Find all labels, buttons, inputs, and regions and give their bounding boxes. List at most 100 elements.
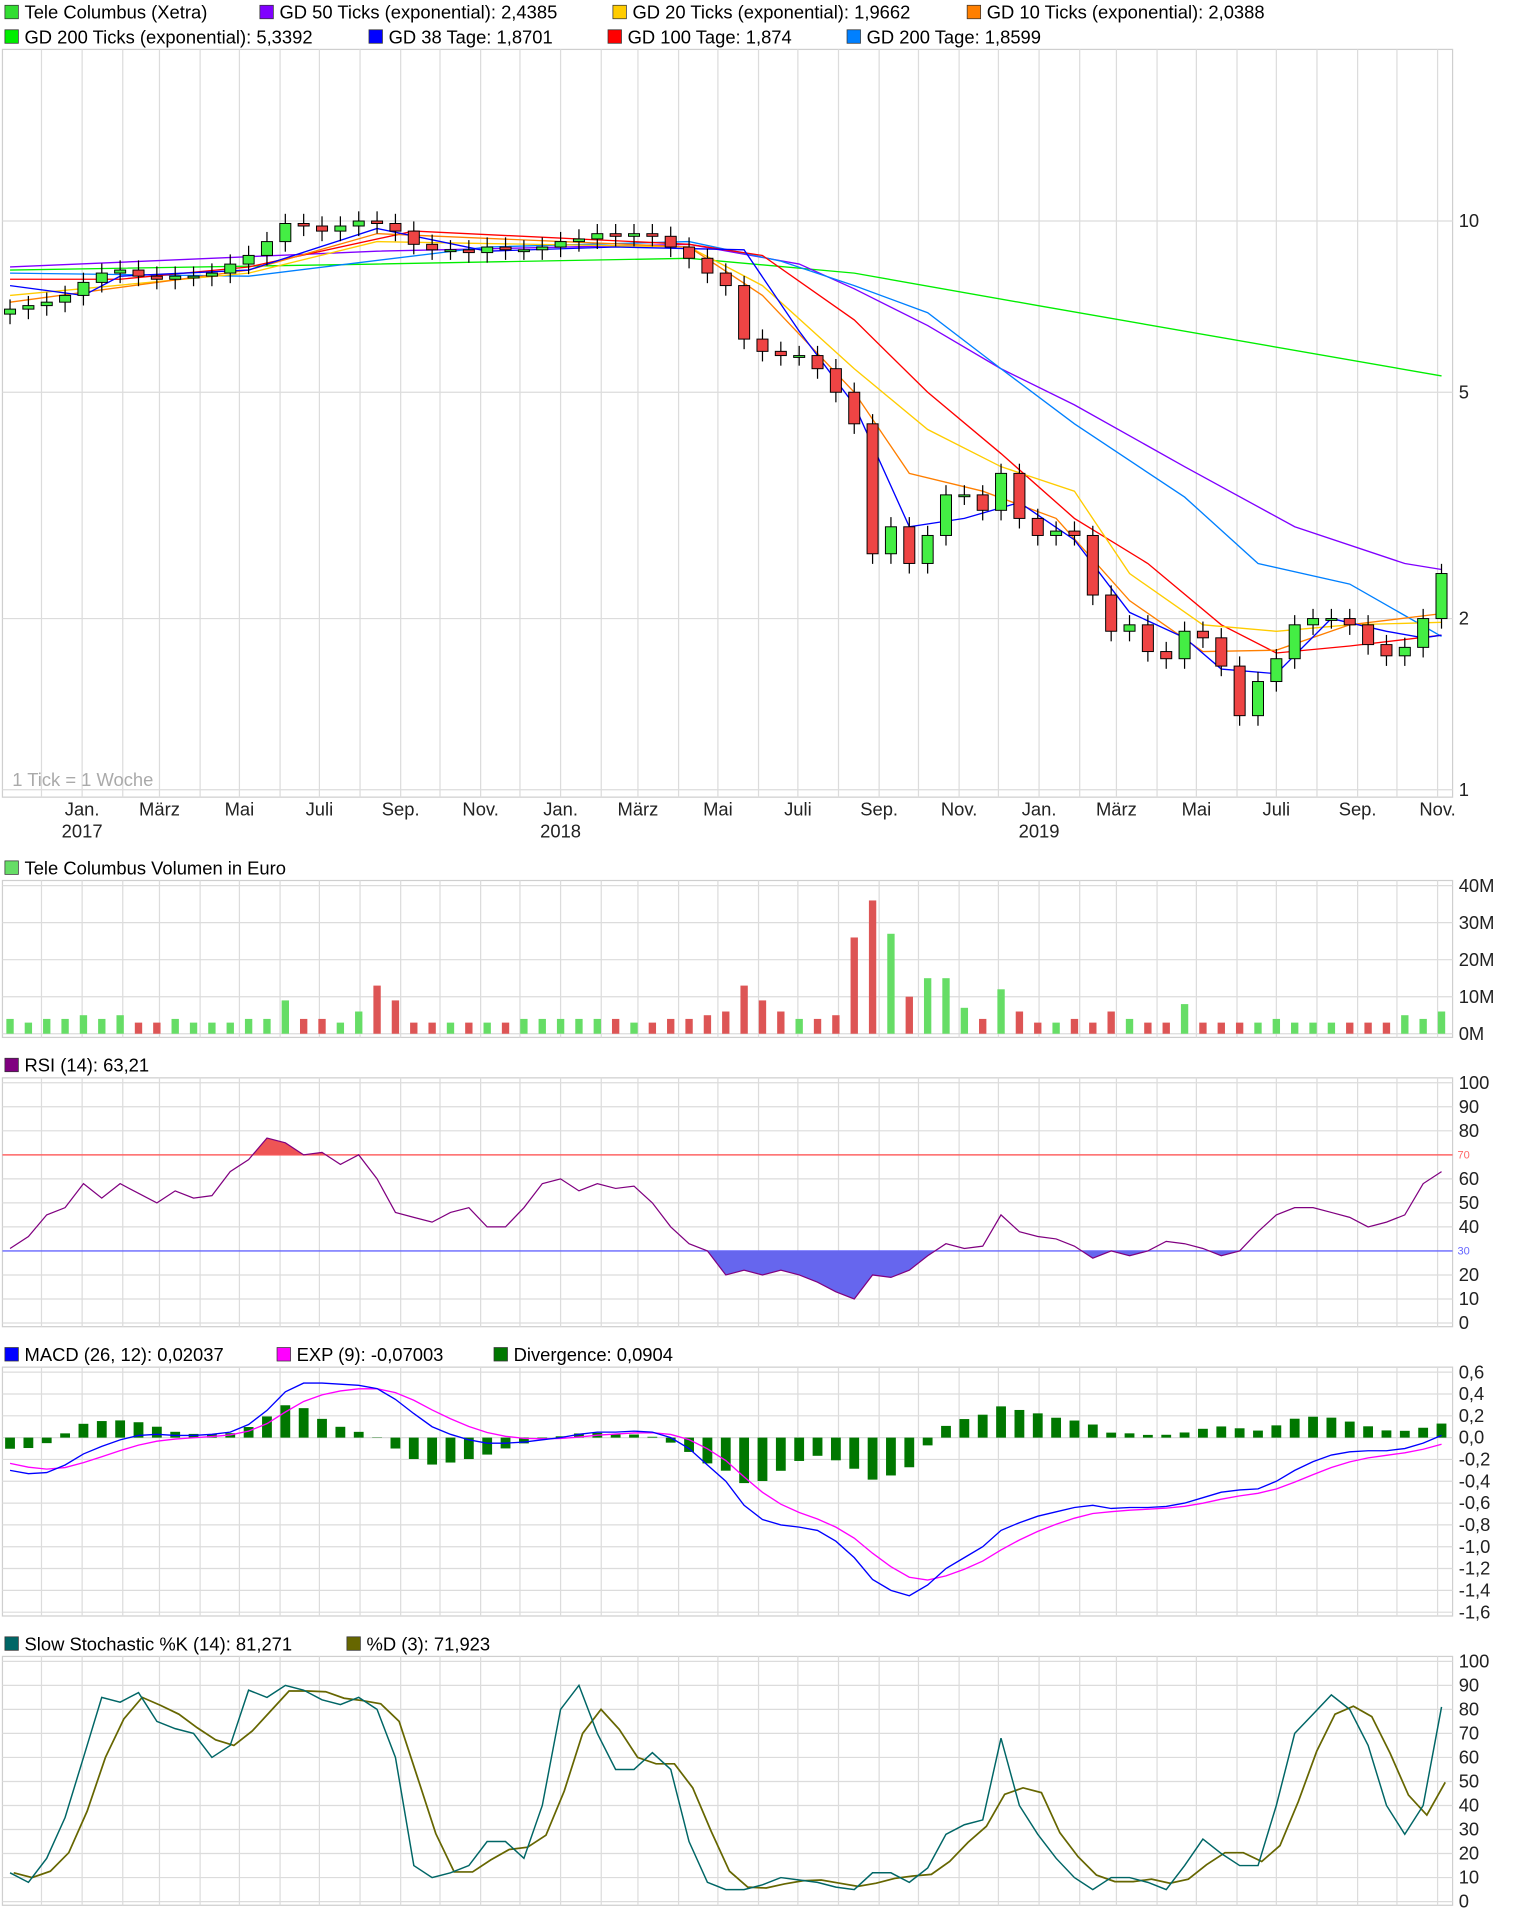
macd-axis-label: -1,2: [1459, 1558, 1491, 1579]
divergence-bar: [1069, 1420, 1080, 1438]
x-axis-month-label: März: [1096, 799, 1137, 820]
main-legend-item-label: GD 100 Tage: 1,874: [628, 26, 792, 47]
volume-bar: [868, 900, 877, 1034]
macd-legend-item-label: MACD (26, 12): 0,02037: [25, 1344, 224, 1365]
candle: [646, 233, 659, 237]
divergence-bar: [996, 1406, 1006, 1438]
exp-line: [9, 1388, 1442, 1581]
volume-bar: [318, 1018, 326, 1034]
candle: [499, 246, 512, 251]
volume-bar: [189, 1022, 198, 1034]
x-axis-year-label: 2019: [1019, 821, 1060, 842]
divergence-bar: [1051, 1417, 1062, 1438]
x-axis-month-label: Jan.: [65, 799, 100, 820]
volume-bar: [648, 1022, 657, 1034]
volume-bar: [777, 1011, 785, 1034]
moving-average-line: [10, 240, 1442, 638]
candle: [224, 263, 237, 274]
candle: [829, 368, 842, 393]
rsi-line: [9, 1137, 1442, 1300]
candle: [481, 246, 494, 254]
volume-bar: [1346, 1022, 1354, 1034]
volume-axis-label: 40M: [1459, 875, 1495, 896]
stochastic-axis-label: 0: [1459, 1891, 1469, 1912]
volume-bar: [1309, 1022, 1317, 1034]
candle: [738, 285, 751, 340]
volume-bar: [446, 1022, 455, 1034]
divergence-bar: [922, 1437, 933, 1446]
volume-bar: [979, 1018, 987, 1034]
divergence-bar: [720, 1437, 731, 1471]
volume-bar: [905, 996, 913, 1034]
volume-bar: [263, 1018, 271, 1034]
rsi-axis-label: 0: [1459, 1312, 1469, 1333]
volume-bar: [244, 1018, 253, 1034]
candle: [260, 241, 273, 256]
divergence-bar: [1216, 1426, 1227, 1438]
candle: [242, 254, 255, 265]
candle: [1325, 618, 1338, 621]
x-axis-year-label: 2018: [540, 821, 581, 842]
macd-axis-label: 0,0: [1459, 1427, 1485, 1448]
divergence-bar: [280, 1405, 291, 1438]
candle: [536, 246, 549, 251]
volume-bar: [630, 1022, 638, 1034]
volume-bar: [1089, 1022, 1097, 1034]
volume-bar: [483, 1022, 491, 1034]
stochastic-legend-item-swatch: [346, 1636, 361, 1651]
candle: [719, 272, 732, 287]
divergence-bar: [1161, 1434, 1172, 1438]
candle: [1215, 637, 1228, 667]
divergence-bar: [60, 1433, 70, 1438]
candle: [444, 249, 457, 253]
candle: [40, 301, 53, 307]
candle: [1343, 618, 1356, 626]
macd-axis-label: -0,2: [1459, 1449, 1491, 1470]
volume-bar: [685, 1018, 693, 1034]
volume-bar: [79, 1015, 88, 1034]
candle: [609, 233, 622, 237]
volume-bar: [428, 1022, 436, 1034]
x-axis-month-label: Jan.: [1022, 799, 1057, 820]
volume-bar: [1437, 1011, 1446, 1034]
moving-average-line: [9, 232, 1442, 653]
stochastic-axis-label: 20: [1459, 1843, 1479, 1864]
x-axis-month-label: Mai: [1182, 799, 1212, 820]
candle: [774, 350, 787, 357]
volume-bar: [1034, 1022, 1042, 1034]
rsi-axis-label: 40: [1459, 1216, 1479, 1237]
candle: [903, 526, 916, 564]
volume-bar: [832, 1015, 840, 1034]
candle: [77, 281, 90, 296]
candle: [1398, 646, 1411, 657]
volume-bar: [1327, 1022, 1336, 1034]
candle: [1435, 573, 1448, 620]
price-axis-label: 10: [1459, 210, 1479, 231]
main-legend-item-swatch: [612, 4, 627, 20]
volume-bar: [1272, 1018, 1281, 1034]
divergence-bar: [463, 1437, 474, 1460]
volume-bar: [410, 1022, 418, 1034]
main-legend-item-label: Tele Columbus (Xetra): [25, 2, 208, 23]
divergence-bar: [1179, 1432, 1190, 1438]
divergence-bar: [23, 1437, 34, 1449]
volume-bar: [538, 1018, 546, 1034]
macd-legend-item-swatch: [493, 1347, 508, 1362]
rsi-axis-label: 50: [1459, 1192, 1479, 1213]
divergence-bar: [1289, 1418, 1300, 1438]
volume-bar: [1254, 1022, 1262, 1034]
candle: [793, 355, 806, 358]
candle: [1288, 624, 1301, 660]
x-axis-month-label: Sep.: [382, 799, 420, 820]
stochastic-legend-item-label: %D (3): 71,923: [367, 1633, 491, 1654]
divergence-bar: [794, 1437, 805, 1461]
volume-bar: [24, 1022, 33, 1034]
stochastic-legend-item-label: Slow Stochastic %K (14): 81,271: [25, 1633, 293, 1654]
candle: [4, 308, 17, 315]
candle: [297, 223, 310, 227]
volume-bar: [575, 1018, 583, 1034]
divergence-bar: [78, 1423, 89, 1438]
candle: [1178, 630, 1191, 660]
candle: [1050, 530, 1063, 536]
